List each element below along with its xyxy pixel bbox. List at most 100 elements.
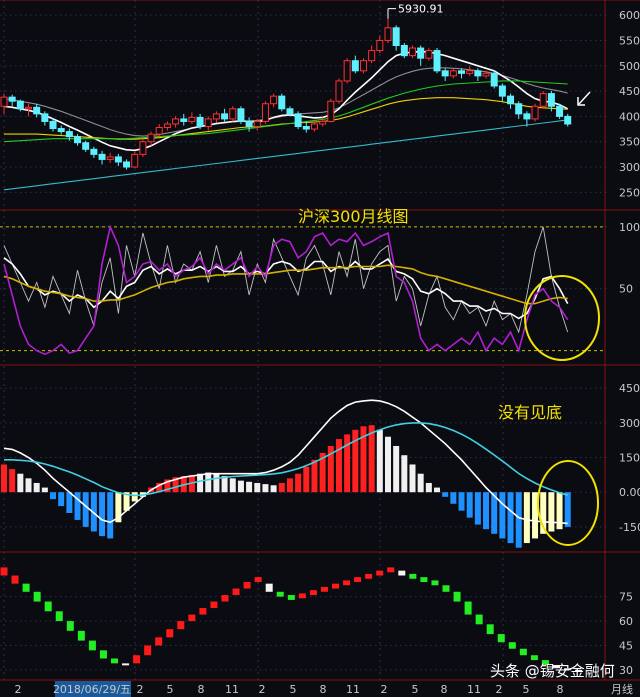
candle xyxy=(237,108,245,122)
candle xyxy=(278,95,286,110)
candle xyxy=(188,116,196,122)
y-tick-label: -150.00 xyxy=(619,521,640,534)
macd-bar xyxy=(270,485,277,493)
indicator-column xyxy=(243,582,251,589)
indicator-column xyxy=(44,601,52,612)
candle xyxy=(221,113,229,120)
macd-bar xyxy=(491,492,498,534)
macd-bar xyxy=(368,425,375,493)
x-tick-label: 11 xyxy=(346,683,360,696)
x-tick-label: 11 xyxy=(467,683,481,696)
price-axis: 2500 3000 3500 4000 4500 5000 5500 6000 xyxy=(0,9,640,199)
y-tick-label: 3500 xyxy=(619,136,640,149)
y-tick-label: 450.00 xyxy=(619,382,640,395)
candle xyxy=(147,133,155,143)
indicator-column xyxy=(199,608,207,615)
candlesticks[interactable] xyxy=(0,18,572,170)
y-tick-label: 100 xyxy=(619,221,640,234)
macd-bar xyxy=(417,473,424,493)
indicator-column xyxy=(431,580,439,586)
macd-bar xyxy=(352,429,359,493)
indicator-column xyxy=(111,658,118,664)
indicator-column xyxy=(332,583,339,589)
candle xyxy=(539,93,547,107)
macd-bar xyxy=(540,492,547,534)
x-tick-label: 月线 xyxy=(611,682,633,696)
candle xyxy=(90,148,98,155)
indicator-column xyxy=(265,583,273,592)
macd-bar xyxy=(474,492,481,525)
candle xyxy=(82,142,90,150)
candle xyxy=(417,47,425,59)
candle xyxy=(482,72,490,77)
macd-histogram xyxy=(1,425,571,548)
candle xyxy=(204,118,212,128)
indicator-column xyxy=(376,570,384,576)
macd-bar xyxy=(303,466,310,493)
y-tick-label: 30 xyxy=(619,664,633,677)
candle xyxy=(49,120,57,130)
indicator-column xyxy=(177,621,185,630)
indicator-column xyxy=(210,601,218,609)
macd-bar xyxy=(213,473,220,493)
indicator-column xyxy=(420,577,428,583)
macd-bar xyxy=(384,436,391,493)
candle xyxy=(449,70,457,77)
x-tick-label: 8 xyxy=(441,683,448,696)
macd-lines xyxy=(3,399,568,525)
x-tick-label: 5 xyxy=(167,683,174,696)
macd-bar xyxy=(172,477,179,493)
watermark: 头条 @锡安金融何 xyxy=(490,662,615,680)
macd-bar xyxy=(278,482,285,493)
candle xyxy=(123,161,131,168)
macd-bar xyxy=(376,429,383,493)
candle xyxy=(384,27,392,41)
moving-averages xyxy=(3,50,569,191)
candle xyxy=(261,103,269,122)
y-tick-label: 50 xyxy=(619,283,633,296)
candle xyxy=(196,116,204,128)
candle xyxy=(270,95,278,105)
indicator-column xyxy=(530,655,538,661)
indicator-column xyxy=(166,629,174,638)
macd-bar xyxy=(99,492,106,537)
candle xyxy=(57,128,65,133)
indicator-column xyxy=(55,611,63,622)
macd-bar xyxy=(409,464,416,493)
macd-bar xyxy=(41,487,48,493)
macd-bar xyxy=(82,492,89,527)
y-tick-label: 60 xyxy=(619,615,633,628)
peak-annotation: 5930.91 xyxy=(387,3,443,19)
macd-bar xyxy=(295,473,302,493)
x-tick-label: 8 xyxy=(320,683,327,696)
y-tick-label: 6000 xyxy=(619,9,640,22)
indicator-column xyxy=(575,669,583,672)
highlight-circle-macd xyxy=(537,460,599,546)
indicator-column xyxy=(453,591,461,602)
x-tick-label: 5 xyxy=(412,683,419,696)
indicator-column xyxy=(287,595,295,600)
y-tick-label: 0.00 xyxy=(619,486,640,499)
indicator-column xyxy=(0,567,8,576)
candle xyxy=(310,123,318,130)
y-tick-label: 300.00 xyxy=(619,417,640,430)
x-tick-label: 5 xyxy=(290,683,297,696)
indicator-column xyxy=(133,655,141,664)
candle xyxy=(65,131,73,138)
indicator-column xyxy=(519,648,527,656)
macd-bar xyxy=(425,482,432,493)
candle xyxy=(286,108,294,115)
macd-bar xyxy=(246,481,253,493)
macd-bar xyxy=(548,492,555,532)
candle xyxy=(245,120,253,128)
macd-bar xyxy=(254,482,261,493)
macd-bar xyxy=(229,478,236,493)
indicator-column xyxy=(33,591,41,602)
indicator-column xyxy=(564,668,572,671)
indicator-column xyxy=(497,634,505,643)
candle xyxy=(16,100,24,110)
macd-bar xyxy=(237,480,244,493)
indicator-column xyxy=(354,577,362,583)
macd-bar xyxy=(319,452,326,493)
